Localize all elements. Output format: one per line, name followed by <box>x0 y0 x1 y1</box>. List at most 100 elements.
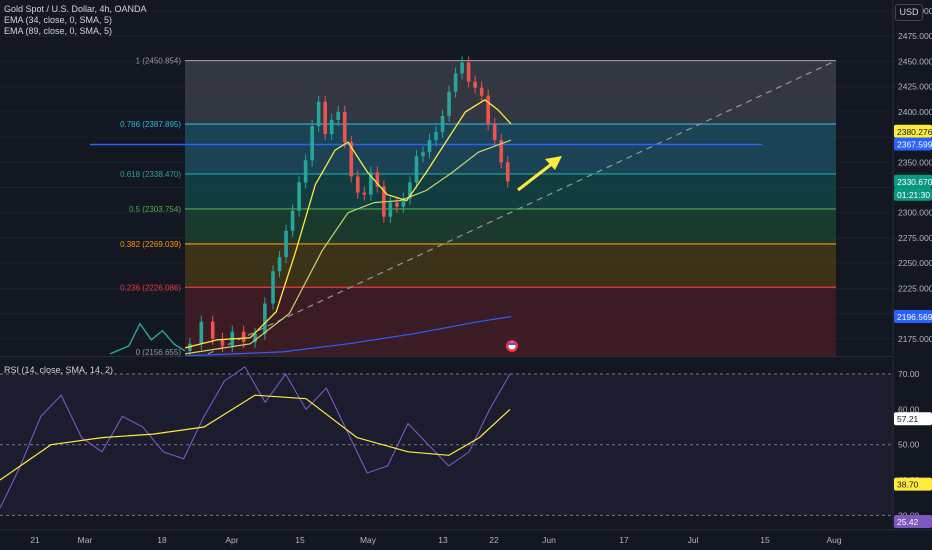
candle-body <box>486 95 490 124</box>
candle-body <box>440 115 445 133</box>
time-axis-tick: Apr <box>225 535 238 545</box>
fib-level-label: 0.618 (2338.470) <box>120 170 181 179</box>
candle-body <box>362 192 367 195</box>
rsi-value-tag: 25.42 <box>897 517 919 527</box>
candle-body <box>388 202 393 217</box>
price-tag-bg <box>894 137 932 151</box>
arrow-head-icon[interactable] <box>545 156 562 170</box>
event-flag-band <box>508 343 516 345</box>
rsi-axis-tick: 50.00 <box>898 440 920 450</box>
rsi-value-tag: 38.70 <box>897 480 919 490</box>
candle-body <box>271 271 275 304</box>
candle-body <box>505 162 510 182</box>
time-axis-tick: Jul <box>688 535 699 545</box>
price-axis-tick: 2475.000 <box>898 31 932 41</box>
time-axis-tick: 13 <box>438 535 448 545</box>
price-tag: 2196.569 <box>897 312 932 322</box>
early-price-line <box>109 322 186 355</box>
ema-34-legend[interactable]: EMA (34, close, 0, SMA, 5) <box>4 15 113 25</box>
time-axis-tick: 21 <box>30 535 40 545</box>
price-axis-tick: 2400.000 <box>898 107 932 117</box>
time-axis-tick: May <box>360 535 377 545</box>
candle-body <box>447 91 451 116</box>
rsi-value-tag-bg <box>894 477 932 491</box>
candle-body <box>329 119 334 135</box>
candle-body <box>466 62 471 82</box>
candle-body <box>284 230 288 258</box>
candle-body <box>277 257 282 272</box>
candle-body <box>414 156 419 183</box>
time-axis-tick: Mar <box>78 535 93 545</box>
rsi-axis-tick: 60.00 <box>898 404 920 414</box>
candle-body <box>369 172 373 195</box>
candle-body <box>316 101 321 126</box>
ema-89-legend[interactable]: EMA (89, close, 0, SMA, 5) <box>4 26 113 36</box>
time-axis-tick: Aug <box>826 535 841 545</box>
candle-body <box>342 111 347 143</box>
candle-body <box>310 125 314 161</box>
candle-body <box>210 321 215 339</box>
price-axis-tick: 2225.000 <box>898 283 932 293</box>
event-flag-icon[interactable] <box>506 340 518 352</box>
rsi-axis-tick: 70.00 <box>898 369 920 379</box>
candle-body <box>460 62 464 74</box>
candle-body <box>336 111 341 120</box>
price-axis-tick: 2350.000 <box>898 157 932 167</box>
price-axis-tick: 2250.000 <box>898 258 932 268</box>
fib-level-label: 0 (2156.655) <box>136 348 182 357</box>
rsi-value-tag-bg <box>894 515 932 528</box>
rsi-pane-bg <box>0 357 893 530</box>
candle-body <box>499 140 504 163</box>
ema-89-line[interactable] <box>184 139 512 355</box>
candle-body <box>492 123 497 141</box>
candle-body <box>401 198 406 207</box>
rsi-legend[interactable]: RSI (14, close, SMA, 14, 2) <box>4 365 114 375</box>
candle-body <box>421 152 425 157</box>
currency-badge[interactable]: USD <box>895 4 923 21</box>
symbol-title[interactable]: Gold Spot / U.S. Dollar, 4h, OANDA <box>4 4 147 14</box>
fib-zone <box>185 173 836 209</box>
fib-level-label: 1 (2450.854) <box>136 57 182 66</box>
price-tag: 2380.276 <box>897 127 932 137</box>
price-tag: 01:21:30 <box>897 190 930 200</box>
price-tag-bg <box>894 174 932 188</box>
candle-body <box>427 140 432 153</box>
price-axis-tick: 2175.000 <box>898 334 932 344</box>
fib-level-label: 0.786 (2387.895) <box>120 120 181 129</box>
candle-body <box>199 321 204 344</box>
arrow-shaft[interactable] <box>517 161 554 192</box>
price-tag-bg <box>894 187 932 201</box>
trend-line[interactable] <box>207 60 837 355</box>
fib-zone <box>185 60 836 125</box>
candle-body <box>188 343 192 351</box>
price-tag-bg <box>894 124 932 138</box>
ema-34-line[interactable] <box>184 99 512 349</box>
candle-body <box>303 160 308 183</box>
fib-level-label: 0.236 (2226.086) <box>120 283 181 292</box>
candle-body <box>479 87 484 96</box>
time-axis-tick: 15 <box>760 535 770 545</box>
rsi-ma-line[interactable] <box>0 394 511 481</box>
price-axis-bg <box>893 0 932 550</box>
candle-body <box>473 81 477 88</box>
price-tag: 2330.670 <box>897 177 932 187</box>
time-axis-tick: 18 <box>157 535 167 545</box>
time-axis-tick: Jun <box>542 535 556 545</box>
candle-body <box>408 182 412 199</box>
ema-long-line[interactable] <box>184 316 512 357</box>
fib-zone <box>185 243 836 288</box>
candle-body <box>241 331 246 342</box>
candle-body <box>290 210 295 231</box>
price-tag: 2367.599 <box>897 140 932 150</box>
candle-body <box>395 202 399 207</box>
time-axis-tick: 22 <box>489 535 499 545</box>
candle-body <box>349 142 354 177</box>
candle-body <box>323 101 327 135</box>
fib-zone <box>185 208 836 244</box>
rsi-value-tag: 57.21 <box>897 414 919 424</box>
candle-body <box>253 333 257 342</box>
price-axis-tick: 2300.000 <box>898 208 932 218</box>
price-axis-tick: 2450.000 <box>898 56 932 66</box>
